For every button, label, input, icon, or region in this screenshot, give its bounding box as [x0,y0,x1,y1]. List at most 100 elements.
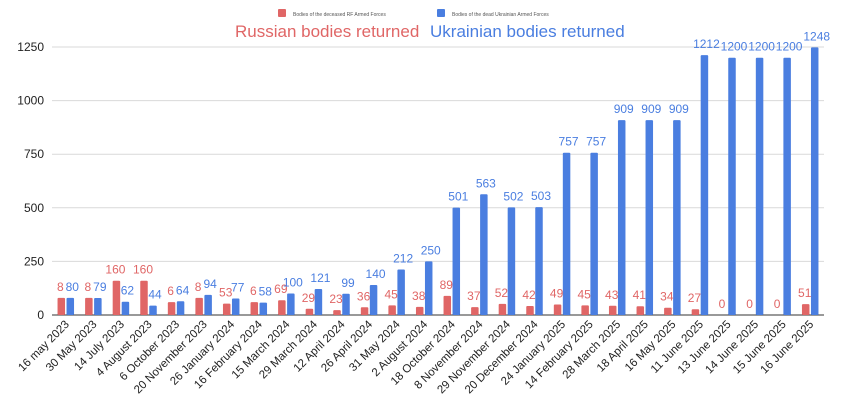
bar-ukr [535,207,543,315]
data-label-rf: 37 [467,289,481,303]
data-label-ukr: 1200 [748,40,775,54]
data-label-ukr: 501 [448,190,468,204]
data-label-rf: 36 [357,289,371,303]
bar-rf [250,302,259,315]
y-tick-label: 250 [24,254,44,268]
bar-ukr [700,55,709,315]
chart-legend: Bodies of the deceased RF Armed Forces B… [278,9,549,18]
data-label-ukr: 1200 [776,40,803,54]
data-label-ukr: 64 [176,283,190,297]
bar-ukr [728,57,736,315]
bar-rf [360,307,369,315]
chart-bars [57,47,819,315]
data-label-ukr: 909 [641,102,661,116]
bar-ukr [204,294,212,315]
data-label-ukr: 909 [669,102,689,116]
chart-title-ukrainian: Ukrainian bodies returned [430,22,625,41]
y-tick-label: 750 [24,147,44,161]
bar-ukr [397,269,405,315]
bar-rf [608,305,617,315]
bar-ukr [452,207,461,315]
data-label-rf: 41 [633,288,647,302]
data-label-ukr: 77 [231,280,245,294]
data-label-rf: 160 [133,263,153,277]
y-axis: 0 250 500 750 1000 1250 [17,40,44,322]
bar-ukr [617,120,626,315]
bar-ukr [259,302,268,315]
bar-ukr [342,293,350,315]
bar-ukr [231,298,240,315]
data-label-rf: 6 [167,284,174,298]
bar-rf [801,304,810,315]
bar-ukr [810,47,819,315]
data-label-rf: 43 [605,288,619,302]
data-label-rf: 160 [105,263,125,277]
legend-label-ukr: Bodies of the dead Ukrainian Armed Force… [452,12,549,18]
data-label-rf: 0 [774,297,781,311]
bar-ukr [673,120,681,315]
bar-rf [388,305,396,315]
data-label-rf: 34 [660,290,674,304]
legend-label-rf: Bodies of the deceased RF Armed Forces [293,12,386,18]
bar-ukr [590,152,598,315]
bar-rf [691,309,700,315]
data-label-rf: 51 [798,286,812,300]
data-label-rf: 38 [412,289,426,303]
data-label-ukr: 757 [586,135,606,149]
bar-rf [443,295,452,315]
bar-rf [581,305,589,315]
bar-rf [471,307,479,315]
data-label-ukr: 1212 [693,37,720,51]
legend-swatch-rf [278,9,286,17]
bar-ukr [562,152,571,315]
data-label-rf: 42 [522,288,536,302]
bar-rf [526,305,534,315]
data-label-ukr: 79 [93,280,107,294]
data-label-ukr: 94 [203,277,217,291]
bar-rf [333,310,341,315]
data-label-rf: 6 [250,284,257,298]
data-label-rf: 89 [440,278,454,292]
data-label-rf: 23 [329,292,343,306]
data-label-rf: 45 [577,287,591,301]
data-label-rf: 0 [719,297,726,311]
bar-ukr [369,284,378,315]
y-tick-label: 1250 [17,40,44,54]
bar-rf [112,280,121,315]
bar-ukr [176,301,185,315]
bar-rf [278,300,286,315]
bar-rf [167,302,176,315]
bar-ukr [507,207,516,315]
bar-rf [553,304,562,315]
chart-title-russian: Russian bodies returned [235,22,419,41]
data-label-ukr: 99 [341,276,355,290]
bar-rf [57,297,66,315]
data-label-ukr: 212 [393,252,413,266]
data-label-ukr: 80 [66,280,80,294]
data-label-ukr: 100 [283,276,303,290]
chart-grid [52,46,824,316]
data-label-rf: 8 [85,280,92,294]
bar-ukr [314,289,323,315]
bar-ukr [66,297,75,315]
data-label-rf: 45 [384,287,398,301]
data-label-ukr: 563 [476,176,496,190]
bar-rf [305,308,314,315]
data-label-rf: 0 [746,297,753,311]
data-label-rf: 53 [219,286,233,300]
bar-ukr [121,301,130,315]
data-label-rf: 69 [274,282,288,296]
data-label-ukr: 757 [559,135,579,149]
data-label-ukr: 503 [531,189,551,203]
bar-ukr [424,261,433,315]
data-label-rf: 29 [302,291,316,305]
data-label-ukr: 909 [614,102,634,116]
bar-ukr [755,57,764,315]
data-label-ukr: 1248 [803,29,830,43]
bar-rf [636,306,645,315]
bar-ukr [645,120,654,315]
data-label-rf: 27 [688,291,702,305]
